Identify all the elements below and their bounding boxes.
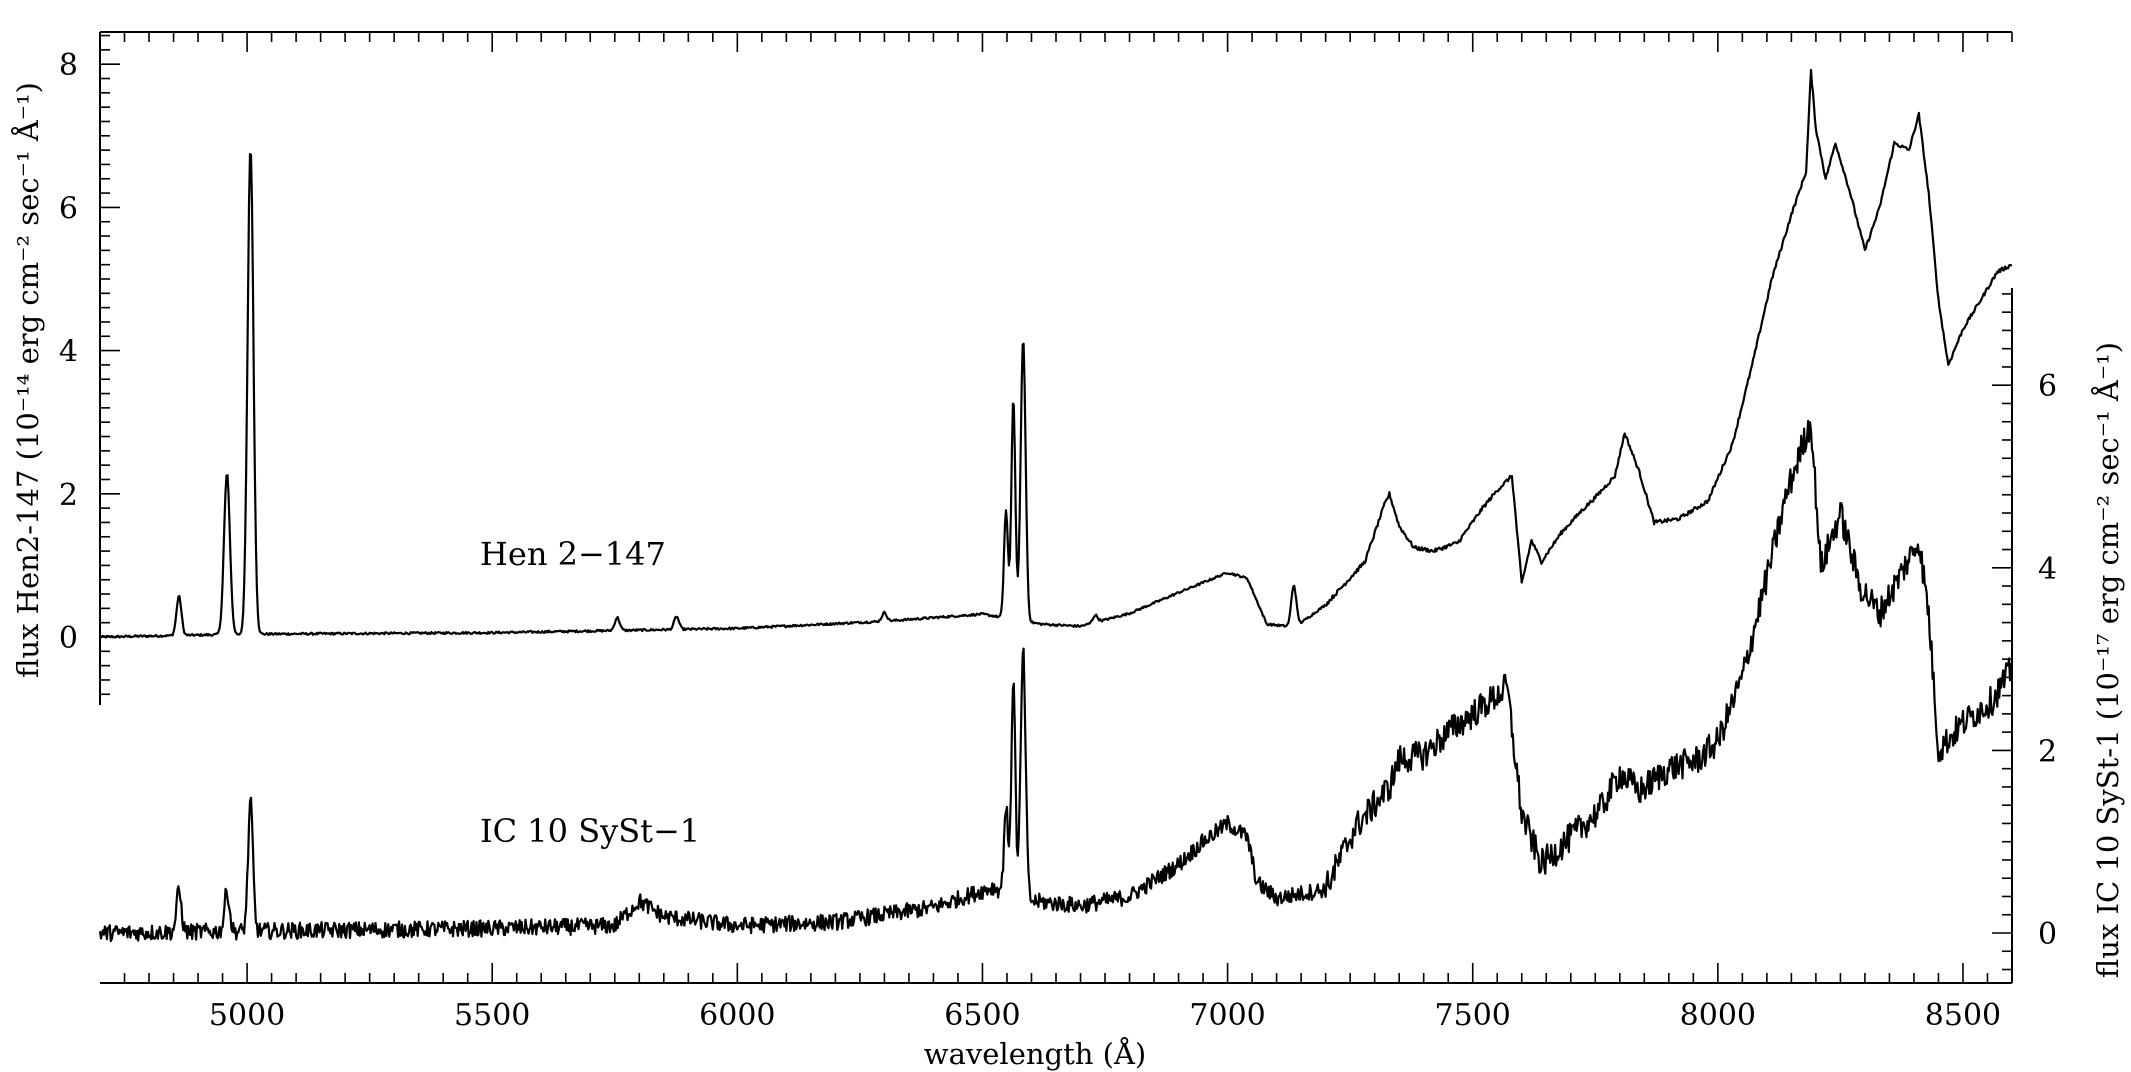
plot-frame bbox=[99, 31, 2013, 984]
series-hen2-147 bbox=[99, 68, 2013, 639]
y-left-tick-label: 2 bbox=[59, 478, 78, 513]
x-tick-label: 5000 bbox=[209, 998, 285, 1033]
left-y-axis-title: flux Hen2-147 (10⁻¹⁴ erg cm⁻² sec⁻¹ Å⁻¹) bbox=[10, 82, 45, 678]
label-hen2-147: Hen 2−147 bbox=[480, 535, 666, 573]
x-tick-label: 5500 bbox=[454, 998, 530, 1033]
x-axis-title: wavelength (Å) bbox=[924, 1036, 1146, 1071]
right-y-axis-title: flux IC 10 SySt-1 (10⁻¹⁷ erg cm⁻² sec⁻¹ … bbox=[2090, 342, 2125, 978]
left-y-axis-ticks: 0 2 4 6 8 bbox=[59, 34, 120, 696]
series-ic10-syst1 bbox=[98, 419, 2014, 943]
x-tick-label: 8000 bbox=[1680, 998, 1756, 1033]
right-y-axis-ticks: 0 2 4 6 bbox=[1992, 293, 2057, 971]
x-tick-label: 6000 bbox=[699, 998, 775, 1033]
x-tick-label: 7500 bbox=[1435, 998, 1511, 1033]
y-left-tick-label: 0 bbox=[59, 621, 78, 656]
spectra bbox=[98, 68, 2014, 943]
y-right-tick-label: 4 bbox=[2038, 552, 2057, 587]
y-left-tick-label: 6 bbox=[59, 191, 78, 226]
x-tick-label: 7000 bbox=[1189, 998, 1265, 1033]
label-ic10-syst1: IC 10 SySt−1 bbox=[480, 812, 700, 850]
x-tick-label: 6500 bbox=[944, 998, 1020, 1033]
y-right-tick-label: 6 bbox=[2038, 369, 2057, 404]
y-right-tick-label: 0 bbox=[2038, 917, 2057, 952]
x-axis-ticks: 5000 5500 6000 6500 7000 7500 8000 8500 bbox=[123, 32, 2013, 1033]
x-tick-label: 8500 bbox=[1925, 998, 2001, 1033]
y-right-tick-label: 2 bbox=[2038, 734, 2057, 769]
y-left-tick-label: 8 bbox=[59, 48, 78, 83]
y-left-tick-label: 4 bbox=[59, 335, 78, 370]
